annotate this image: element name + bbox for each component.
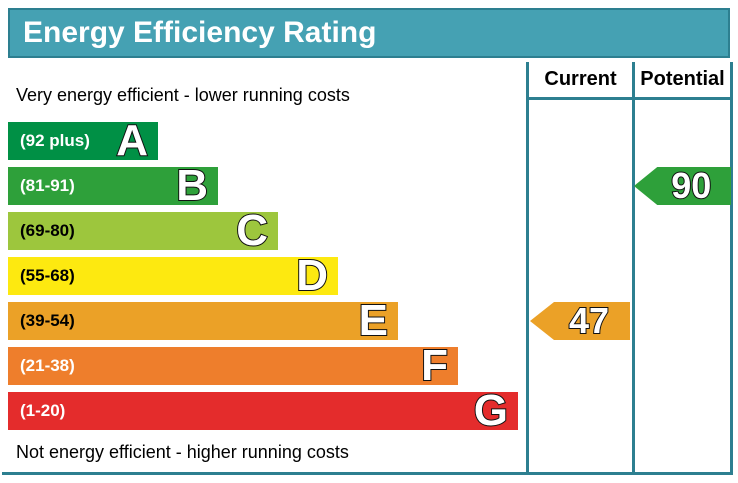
- rating-band-F: (21-38) F: [8, 341, 458, 390]
- rating-band-G: (1-20) G: [8, 386, 518, 435]
- band-range-label-C: (69-80): [20, 221, 75, 240]
- potential-rating-value: 90: [670, 165, 712, 206]
- chart-title: Energy Efficiency Rating: [23, 16, 377, 49]
- band-letter-B: B: [175, 161, 209, 210]
- rating-band-E: (39-54) E: [8, 296, 398, 345]
- table-right-border: [730, 62, 733, 475]
- band-letter-D: D: [295, 251, 329, 300]
- rating-band-C: (69-80) C: [8, 206, 278, 255]
- band-range-label-A: (92 plus): [20, 131, 90, 150]
- potential-column-header: Potential: [640, 68, 725, 90]
- current-column-header: Current: [544, 68, 617, 90]
- band-letter-F: F: [420, 341, 449, 390]
- current-rating-value: 47: [568, 300, 610, 341]
- bottom-note: Not energy efficient - higher running co…: [16, 442, 349, 462]
- band-letter-G: G: [473, 386, 509, 435]
- band-range-label-F: (21-38): [20, 356, 75, 375]
- potential-column-left-border: [632, 62, 635, 475]
- band-range-label-B: (81-91): [20, 176, 75, 195]
- column-header-underline: [526, 97, 733, 100]
- current-column-left-border: [526, 62, 529, 475]
- current-rating-arrow: 47: [530, 302, 630, 340]
- potential-rating-arrow: 90: [634, 167, 731, 205]
- top-note: Very energy efficient - lower running co…: [16, 85, 350, 105]
- band-range-label-G: (1-20): [20, 401, 66, 420]
- rating-band-D: (55-68) D: [8, 251, 338, 300]
- table-bottom-border: [2, 472, 733, 475]
- rating-band-A: (92 plus) A: [8, 116, 158, 165]
- chart-title-bar: Energy Efficiency Rating: [8, 8, 730, 58]
- band-range-label-E: (39-54): [20, 311, 75, 330]
- band-range-label-D: (55-68): [20, 266, 75, 285]
- band-letter-E: E: [358, 296, 389, 345]
- band-letter-C: C: [235, 206, 269, 255]
- band-letter-A: A: [115, 116, 149, 165]
- rating-band-B: (81-91) B: [8, 161, 218, 210]
